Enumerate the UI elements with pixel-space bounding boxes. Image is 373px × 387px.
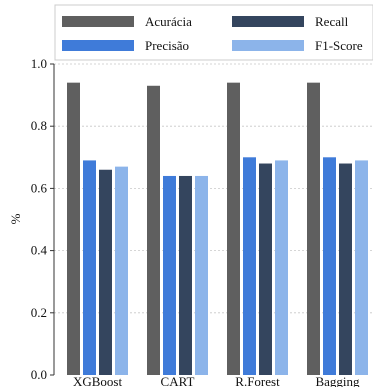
y-tick-label: 0.2: [31, 305, 47, 320]
bars: [67, 82, 368, 376]
legend: Acurácia Recall Precisão F1-Score: [54, 4, 373, 61]
x-tick-label: Bagging: [315, 374, 360, 387]
bar: [275, 160, 288, 375]
bar: [259, 163, 272, 375]
legend-label: Recall: [315, 14, 349, 29]
y-tick-label: 1.0: [31, 56, 47, 71]
legend-swatch: [232, 40, 304, 51]
y-tick-label: 0.0: [31, 367, 47, 382]
y-axis-label: %: [8, 213, 23, 224]
bar: [323, 157, 336, 375]
bar: [115, 166, 128, 375]
legend-label: Precisão: [145, 38, 189, 53]
y-tick-label: 0.8: [31, 118, 47, 133]
bar: [339, 163, 352, 375]
legend-swatch: [62, 16, 134, 27]
x-tick-label: XGBoost: [73, 374, 123, 387]
bar: [179, 175, 192, 375]
bar: [355, 160, 368, 375]
legend-swatch: [62, 40, 134, 51]
bar: [307, 82, 320, 375]
legend-swatch: [232, 16, 304, 27]
bar: [163, 175, 176, 375]
x-ticks: XGBoost CART R.Forest Bagging: [73, 374, 360, 387]
bar: [227, 82, 240, 375]
x-tick-label: R.Forest: [235, 374, 280, 387]
y-tick-label: 0.4: [31, 243, 48, 258]
legend-label: F1-Score: [315, 38, 363, 53]
bar: [83, 160, 96, 375]
bar: [195, 175, 208, 375]
y-tick-label: 0.6: [31, 180, 48, 195]
bar: [67, 82, 80, 375]
bar: [99, 169, 112, 375]
x-tick-label: CART: [161, 374, 195, 387]
legend-label: Acurácia: [145, 14, 192, 29]
y-ticks: 0.0 0.2 0.4 0.6 0.8 1.0: [31, 56, 54, 382]
bar: [243, 157, 256, 375]
bar: [147, 85, 160, 376]
